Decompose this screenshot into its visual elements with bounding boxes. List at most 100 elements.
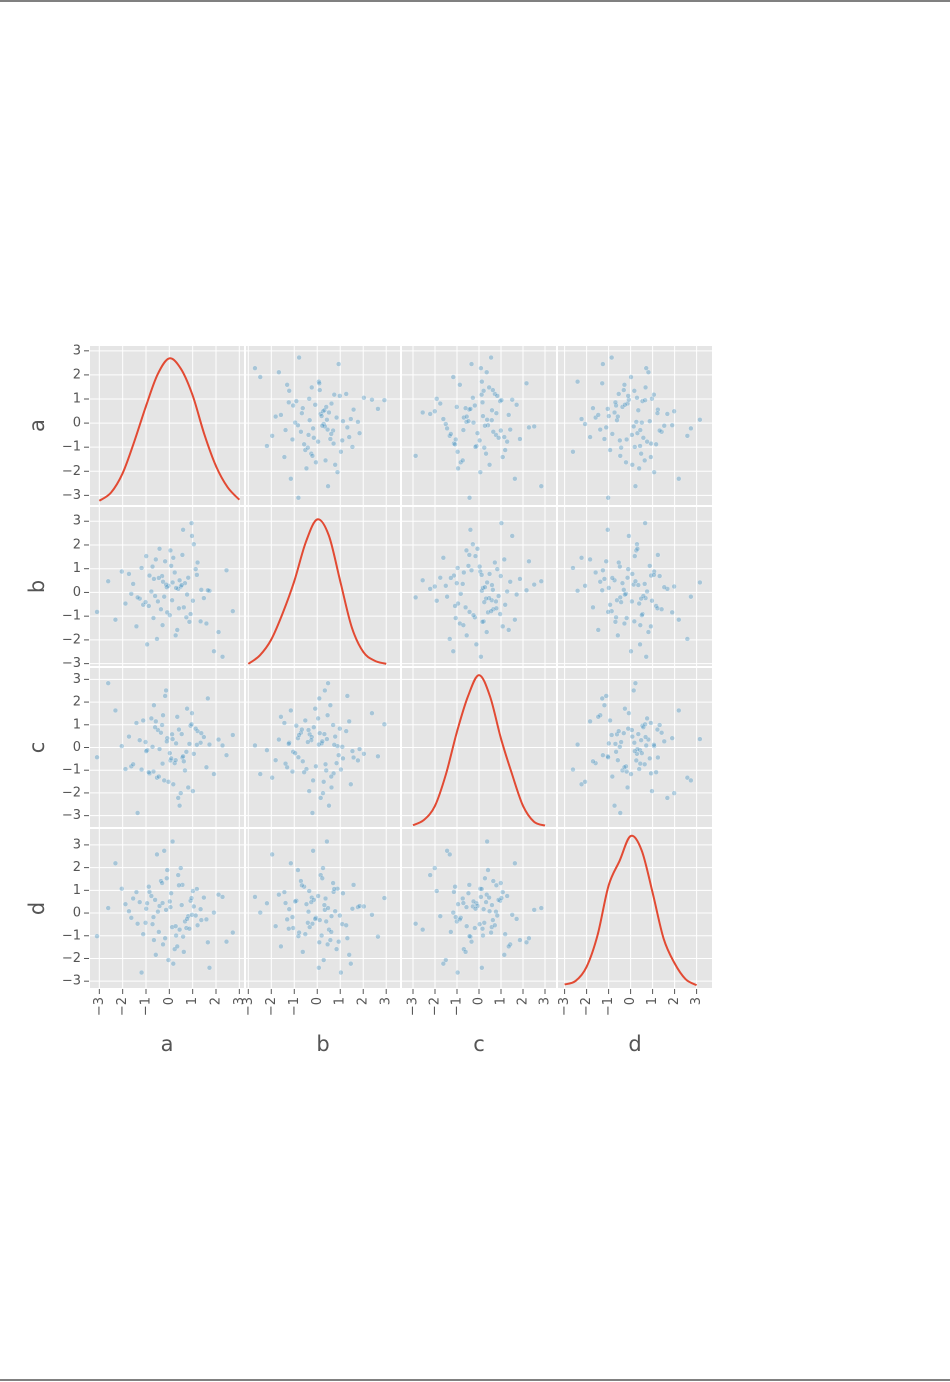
scatter-point <box>322 457 329 464</box>
scatter-point <box>134 810 141 816</box>
scatter-point <box>174 714 180 720</box>
scatter-point <box>151 702 157 708</box>
scatter-point <box>193 912 199 919</box>
scatter-point <box>523 380 530 386</box>
scatter-point <box>622 591 628 598</box>
scatter-point <box>219 742 226 749</box>
y-tick-label: 1 <box>73 561 81 576</box>
scatter-point <box>493 909 499 915</box>
scatter-point <box>312 402 318 408</box>
scatter-point <box>501 556 507 563</box>
scatter-point <box>162 935 168 941</box>
scatter-point <box>128 915 134 921</box>
scatter-point <box>295 933 302 939</box>
scatter-point <box>175 872 181 878</box>
scatter-point <box>324 736 330 742</box>
scatter-point <box>348 961 354 967</box>
scatter-point <box>330 440 337 447</box>
scatter-point <box>607 602 613 608</box>
scatter-point <box>278 412 284 418</box>
y-axis-label: a <box>25 419 49 432</box>
scatter-point <box>447 636 453 642</box>
panel-background <box>90 346 244 505</box>
scatter-point <box>331 392 337 398</box>
scatter-point <box>617 563 623 570</box>
scatter-point <box>286 906 292 912</box>
scatter-point <box>462 949 469 955</box>
scatter-point <box>281 720 288 726</box>
scatter-point <box>119 886 125 892</box>
scatter-point <box>605 527 611 533</box>
scatter-point <box>201 595 207 601</box>
scatter-point <box>489 597 495 603</box>
scatter-point <box>500 454 506 460</box>
scatter-point <box>601 576 608 582</box>
scatter-point <box>455 449 461 455</box>
scatter-point <box>651 742 657 748</box>
scatter-point <box>490 387 496 393</box>
scatter-point <box>317 387 323 393</box>
scatter-point <box>590 405 596 411</box>
scatter-point <box>453 615 459 621</box>
scatter-point <box>669 422 675 428</box>
panel-background <box>90 829 244 988</box>
scatter-point <box>606 585 612 591</box>
scatter-point <box>512 860 518 866</box>
scatter-point <box>321 902 328 908</box>
scatter-point <box>480 932 486 939</box>
scatter-point <box>497 611 503 617</box>
scatter-point <box>587 434 593 440</box>
scatter-point <box>669 735 675 741</box>
scatter-point <box>412 921 419 927</box>
scatter-point <box>334 469 341 475</box>
y-axis-label: c <box>25 742 49 754</box>
scatter-point <box>639 612 645 618</box>
scatter-point <box>318 932 325 939</box>
scatter-point <box>316 380 322 386</box>
scatter-point <box>318 872 324 878</box>
scatter-point <box>669 609 675 616</box>
scatter-point <box>603 424 609 431</box>
scatter-point <box>647 563 653 569</box>
scatter-point <box>328 431 334 437</box>
scatter-point <box>119 743 125 749</box>
scatter-point <box>625 725 631 732</box>
scatter-point <box>574 588 581 594</box>
panel <box>90 346 244 505</box>
scatter-point <box>325 905 331 911</box>
scatter-point <box>523 939 530 945</box>
scatter-point <box>160 712 166 718</box>
scatter-point <box>296 354 302 361</box>
scatter-point <box>626 710 632 716</box>
scatter-point <box>375 406 381 412</box>
scatter-point <box>306 788 312 794</box>
scatter-point <box>645 629 652 635</box>
scatter-point <box>312 916 318 922</box>
scatter-point <box>252 894 258 900</box>
scatter-point <box>664 586 670 592</box>
scatter-point <box>188 895 195 901</box>
scatter-point <box>381 895 388 901</box>
scatter-point <box>612 399 619 406</box>
scatter-point <box>338 766 344 773</box>
scatter-point <box>619 580 626 586</box>
scatter-point <box>172 632 179 639</box>
scatter-point <box>454 580 460 586</box>
scatter-point <box>490 878 496 884</box>
scatter-point <box>629 733 636 740</box>
scatter-point <box>176 802 183 809</box>
scatter-point <box>460 900 467 906</box>
scatter-point <box>649 598 655 604</box>
scatter-point <box>601 436 608 442</box>
scatter-point <box>621 730 627 736</box>
scatter-point <box>450 374 456 380</box>
scatter-point <box>313 459 319 466</box>
scatter-point <box>170 781 176 787</box>
scatter-point <box>482 584 488 590</box>
scatter-point <box>470 898 477 905</box>
scatter-point <box>223 567 230 574</box>
scatter-point <box>592 414 599 421</box>
scatter-point <box>578 555 585 561</box>
y-tick-label: 3 <box>73 837 81 852</box>
scatter-point <box>619 767 626 774</box>
